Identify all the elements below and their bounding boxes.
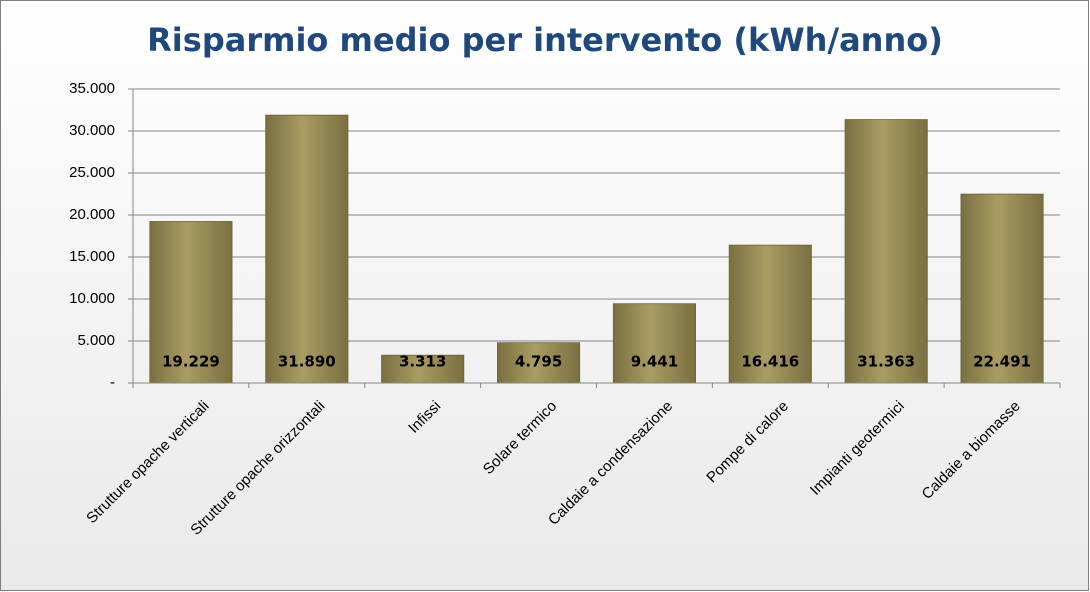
bar <box>844 119 928 384</box>
bar <box>612 303 696 384</box>
value-label: 3.313 <box>399 353 446 371</box>
y-tick-label: 5.000 <box>77 332 115 349</box>
value-label: 19.229 <box>162 353 220 371</box>
y-tick-label: - <box>110 374 115 391</box>
value-label: 16.416 <box>741 353 799 371</box>
bar <box>960 193 1044 384</box>
y-tick-label: 25.000 <box>69 164 115 181</box>
bar <box>149 221 233 384</box>
y-tick-label: 30.000 <box>69 122 115 139</box>
y-tick-label: 15.000 <box>69 248 115 265</box>
value-label: 9.441 <box>631 353 678 371</box>
value-label: 31.363 <box>857 353 915 371</box>
bar <box>265 114 349 384</box>
value-label: 31.890 <box>278 353 336 371</box>
value-label: 4.795 <box>515 353 562 371</box>
chart-title: Risparmio medio per intervento (kWh/anno… <box>147 21 943 59</box>
y-tick-label: 20.000 <box>69 206 115 223</box>
y-tick-label: 35.000 <box>69 80 115 97</box>
value-label: 22.491 <box>973 353 1031 371</box>
bar <box>728 244 812 384</box>
y-tick-label: 10.000 <box>69 290 115 307</box>
bar <box>497 342 581 384</box>
